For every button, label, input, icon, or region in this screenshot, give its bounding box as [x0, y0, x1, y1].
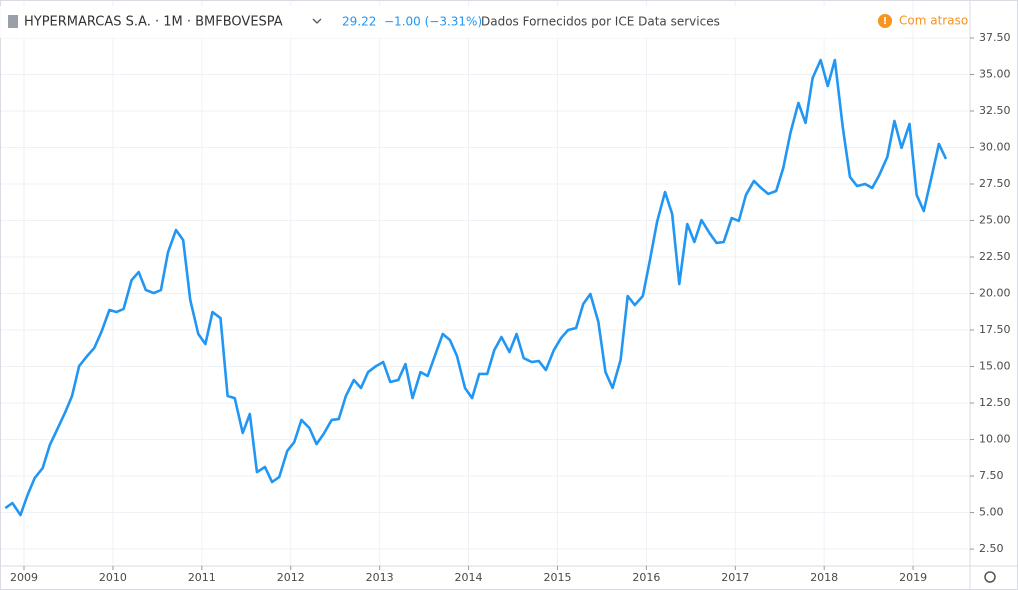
- y-tick-label: 7.50: [979, 469, 1004, 482]
- x-tick-label: 2013: [366, 571, 394, 584]
- delay-status[interactable]: Com atraso: [899, 14, 968, 28]
- x-tick-label: 2015: [543, 571, 571, 584]
- y-tick-label: 25.00: [979, 214, 1011, 227]
- y-tick-label: 17.50: [979, 323, 1011, 336]
- legend-bg: [0, 6, 900, 38]
- y-tick-label: 22.50: [979, 250, 1011, 263]
- x-tick-label: 2010: [99, 571, 127, 584]
- delay-icon: [878, 14, 892, 28]
- y-tick-label: 2.50: [979, 542, 1004, 555]
- settings-icon[interactable]: [984, 571, 996, 583]
- price-change: −1.00 (−3.31%): [384, 15, 482, 29]
- chart-title: HYPERMARCAS S.A. · 1M · BMFBOVESPA: [24, 15, 283, 30]
- y-tick-label: 37.50: [979, 31, 1011, 44]
- x-tick-label: 2011: [188, 571, 216, 584]
- x-tick-label: 2014: [455, 571, 483, 584]
- x-tick-label: 2009: [10, 571, 38, 584]
- delay-icon-mark: !: [883, 16, 888, 27]
- plot: [4, 58, 948, 517]
- price-line: [4, 58, 948, 517]
- y-tick-label: 15.00: [979, 360, 1011, 373]
- y-tick-label: 30.00: [979, 140, 1011, 153]
- y-tick-label: 10.00: [979, 433, 1011, 446]
- x-tick-label: 2017: [721, 571, 749, 584]
- x-tick-label: 2012: [277, 571, 305, 584]
- last-price: 29.22: [342, 15, 376, 29]
- y-tick-label: 27.50: [979, 177, 1011, 190]
- data-source: Dados Fornecidos por ICE Data services: [481, 15, 720, 29]
- y-tick-label: 35.00: [979, 67, 1011, 80]
- x-tick-label: 2016: [632, 571, 660, 584]
- x-tick-label: 2018: [810, 571, 838, 584]
- y-tick-label: 12.50: [979, 396, 1011, 409]
- symbol-icon: [8, 15, 18, 28]
- y-tick-label: 20.00: [979, 287, 1011, 300]
- grid: [0, 0, 970, 566]
- x-tick-label: 2019: [899, 571, 927, 584]
- dropdown-arrow[interactable]: [312, 18, 322, 24]
- y-tick-label: 32.50: [979, 104, 1011, 117]
- y-tick-label: 5.00: [979, 506, 1004, 519]
